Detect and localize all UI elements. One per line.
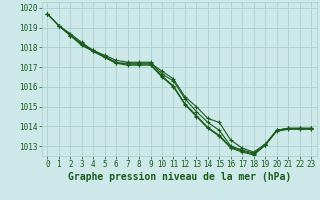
X-axis label: Graphe pression niveau de la mer (hPa): Graphe pression niveau de la mer (hPa): [68, 172, 291, 182]
